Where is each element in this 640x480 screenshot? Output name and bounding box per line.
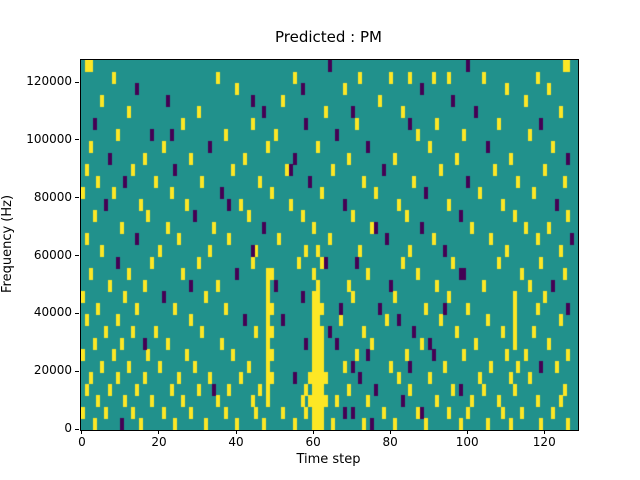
x-tick-mark	[81, 430, 83, 434]
heatmap-canvas	[81, 60, 578, 430]
y-tick-mark	[75, 197, 79, 199]
x-axis-label: Time step	[296, 452, 361, 467]
x-tick-label: 80	[382, 435, 398, 449]
chart-title: Predicted : PM	[275, 28, 382, 46]
y-tick-mark	[75, 255, 79, 257]
y-tick-label: 120000	[26, 74, 72, 89]
y-tick-mark	[75, 139, 79, 141]
x-tick-label: 60	[305, 435, 321, 449]
x-tick-mark	[543, 430, 545, 434]
plot-area	[80, 59, 579, 431]
x-tick-label: 0	[78, 435, 86, 449]
y-tick-mark	[75, 312, 79, 314]
y-tick-mark	[75, 81, 79, 83]
x-tick-mark	[466, 430, 468, 434]
y-tick-label: 100000	[26, 131, 72, 146]
y-tick-mark	[75, 370, 79, 372]
x-tick-mark	[158, 430, 160, 434]
y-tick-label: 40000	[33, 305, 72, 320]
y-tick-mark	[75, 428, 79, 430]
y-tick-label: 0	[64, 421, 72, 435]
x-tick-mark	[235, 430, 237, 434]
x-tick-label: 40	[228, 435, 244, 449]
x-tick-label: 20	[151, 435, 167, 449]
x-tick-mark	[312, 430, 314, 434]
y-tick-label: 20000	[33, 363, 72, 378]
x-tick-mark	[389, 430, 391, 434]
y-tick-label: 60000	[33, 247, 72, 262]
x-tick-label: 120	[532, 435, 556, 449]
x-tick-label: 100	[455, 435, 479, 449]
y-tick-label: 80000	[33, 189, 72, 204]
